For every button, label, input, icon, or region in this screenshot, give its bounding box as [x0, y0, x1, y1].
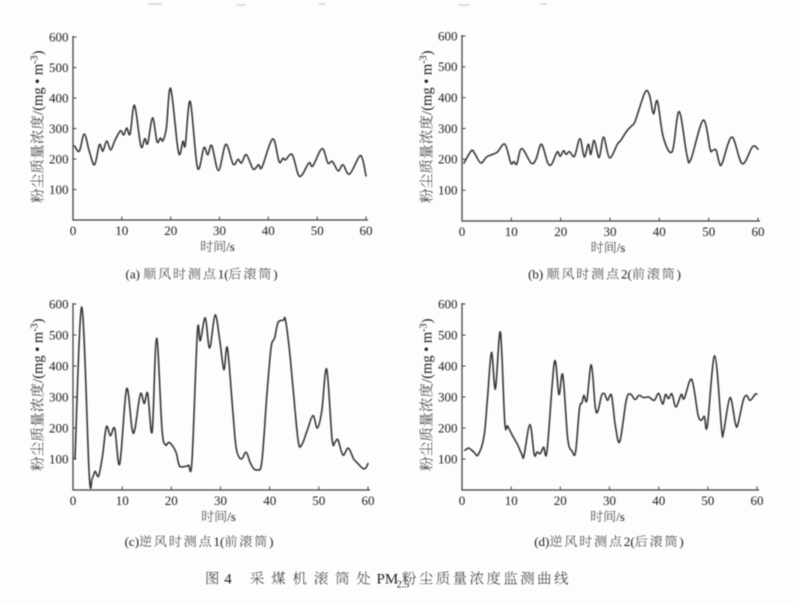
svg-text:200: 200: [438, 420, 458, 435]
svg-text:600: 600: [438, 296, 458, 311]
svg-text:100: 100: [438, 183, 458, 198]
svg-text:/s: /s: [226, 239, 235, 254]
svg-text:0: 0: [459, 224, 466, 239]
svg-text:600: 600: [49, 29, 69, 44]
svg-text:2(: 2(: [624, 534, 635, 549]
svg-text:/(mg • m: /(mg • m: [31, 331, 47, 383]
svg-text:500: 500: [438, 59, 458, 74]
svg-text:60: 60: [362, 493, 375, 508]
svg-text:10: 10: [116, 493, 129, 508]
svg-text:50: 50: [312, 493, 325, 508]
svg-text:40: 40: [652, 493, 665, 508]
svg-text:60: 60: [751, 493, 764, 508]
svg-text:/s: /s: [227, 509, 236, 524]
svg-text:2.5: 2.5: [397, 580, 410, 591]
svg-text:30: 30: [604, 224, 617, 239]
svg-text:20: 20: [165, 493, 178, 508]
svg-text:200: 200: [438, 152, 458, 167]
svg-text:): ): [679, 534, 683, 549]
svg-text:/(mg • m: /(mg • m: [420, 331, 436, 383]
svg-text:100: 100: [49, 451, 69, 466]
svg-text:600: 600: [49, 296, 69, 311]
svg-text:500: 500: [438, 327, 458, 342]
svg-text:4: 4: [224, 572, 232, 588]
svg-text:-3: -3: [30, 323, 41, 331]
svg-text:500: 500: [49, 60, 69, 75]
svg-text:2(: 2(: [621, 267, 632, 282]
svg-text:300: 300: [438, 121, 458, 136]
svg-text:60: 60: [752, 224, 765, 239]
svg-text:30: 30: [213, 223, 226, 238]
svg-text:0: 0: [70, 493, 77, 508]
svg-text:300: 300: [438, 389, 458, 404]
svg-text:100: 100: [49, 182, 69, 197]
svg-text:30: 30: [214, 493, 227, 508]
svg-text:/s: /s: [617, 240, 626, 255]
svg-text:/(mg • m: /(mg • m: [31, 63, 47, 115]
svg-text:40: 40: [263, 493, 276, 508]
svg-text:(a): (a): [126, 267, 140, 282]
svg-text:-3: -3: [419, 55, 430, 63]
svg-text:400: 400: [438, 90, 458, 105]
svg-text:): ): [31, 318, 47, 323]
svg-text:300: 300: [49, 121, 69, 136]
svg-text:40: 40: [262, 223, 275, 238]
svg-text:100: 100: [438, 451, 458, 466]
svg-text:20: 20: [164, 223, 177, 238]
svg-text:): ): [31, 50, 47, 55]
svg-text:10: 10: [505, 224, 518, 239]
svg-text:0: 0: [70, 223, 77, 238]
svg-text:-3: -3: [419, 323, 430, 331]
svg-text:): ): [420, 50, 436, 55]
svg-text:(c): (c): [125, 534, 139, 549]
svg-text:20: 20: [554, 493, 567, 508]
svg-text:1(: 1(: [218, 267, 229, 282]
svg-text:): ): [273, 267, 277, 282]
svg-text:200: 200: [49, 151, 69, 166]
svg-text:10: 10: [115, 223, 128, 238]
svg-text:PM: PM: [377, 572, 399, 588]
svg-text:1(: 1(: [214, 534, 225, 549]
svg-text:200: 200: [49, 420, 69, 435]
svg-text:400: 400: [49, 358, 69, 373]
svg-text:): ): [269, 534, 273, 549]
svg-text:10: 10: [505, 493, 518, 508]
svg-text:20: 20: [554, 224, 567, 239]
svg-text:300: 300: [49, 389, 69, 404]
svg-text:/s: /s: [616, 509, 625, 524]
svg-text:600: 600: [438, 28, 458, 43]
svg-text:60: 60: [360, 223, 373, 238]
svg-text:40: 40: [653, 224, 666, 239]
svg-text:(d): (d): [534, 534, 549, 549]
svg-text:): ): [420, 318, 436, 323]
svg-text:400: 400: [49, 90, 69, 105]
svg-text:400: 400: [438, 358, 458, 373]
svg-text:500: 500: [49, 327, 69, 342]
svg-text:50: 50: [702, 224, 715, 239]
svg-text:30: 30: [603, 493, 616, 508]
svg-text:-3: -3: [30, 55, 41, 63]
svg-text:/(mg • m: /(mg • m: [420, 63, 436, 115]
svg-text:50: 50: [701, 493, 714, 508]
svg-text:0: 0: [459, 493, 466, 508]
svg-text:): ): [677, 267, 681, 282]
svg-text:(b): (b): [528, 267, 543, 282]
svg-text:50: 50: [311, 223, 324, 238]
